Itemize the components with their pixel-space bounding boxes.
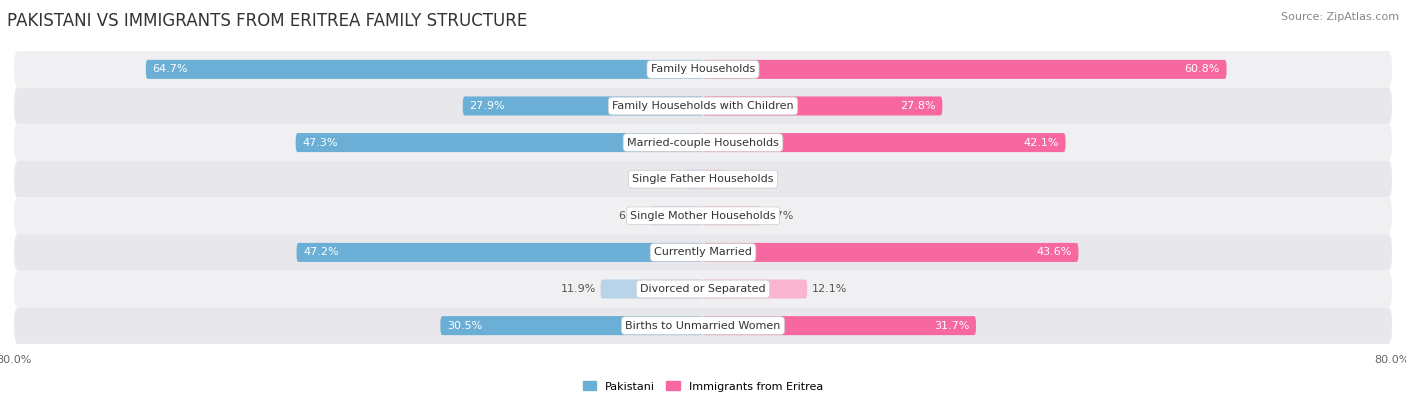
Text: 31.7%: 31.7% [934, 321, 969, 331]
FancyBboxPatch shape [703, 170, 724, 189]
FancyBboxPatch shape [703, 316, 976, 335]
FancyBboxPatch shape [683, 170, 703, 189]
Text: 6.7%: 6.7% [765, 211, 793, 221]
Text: 12.1%: 12.1% [811, 284, 846, 294]
Text: 60.8%: 60.8% [1184, 64, 1219, 74]
Text: 2.3%: 2.3% [651, 174, 679, 184]
Text: Married-couple Households: Married-couple Households [627, 137, 779, 148]
FancyBboxPatch shape [146, 60, 703, 79]
FancyBboxPatch shape [703, 206, 761, 225]
FancyBboxPatch shape [295, 133, 703, 152]
FancyBboxPatch shape [297, 243, 703, 262]
FancyBboxPatch shape [14, 161, 1392, 198]
FancyBboxPatch shape [14, 51, 1392, 88]
Text: Family Households: Family Households [651, 64, 755, 74]
FancyBboxPatch shape [703, 60, 1226, 79]
FancyBboxPatch shape [703, 280, 807, 299]
Text: 47.2%: 47.2% [304, 247, 339, 258]
FancyBboxPatch shape [703, 133, 1066, 152]
FancyBboxPatch shape [14, 198, 1392, 234]
FancyBboxPatch shape [14, 234, 1392, 271]
Text: Births to Unmarried Women: Births to Unmarried Women [626, 321, 780, 331]
Text: 2.5%: 2.5% [728, 174, 758, 184]
Text: Source: ZipAtlas.com: Source: ZipAtlas.com [1281, 12, 1399, 22]
Text: Single Mother Households: Single Mother Households [630, 211, 776, 221]
Text: 64.7%: 64.7% [153, 64, 188, 74]
Text: Family Households with Children: Family Households with Children [612, 101, 794, 111]
FancyBboxPatch shape [703, 96, 942, 115]
Text: 6.1%: 6.1% [617, 211, 647, 221]
FancyBboxPatch shape [440, 316, 703, 335]
Text: 27.9%: 27.9% [470, 101, 505, 111]
Text: 43.6%: 43.6% [1036, 247, 1071, 258]
Text: 47.3%: 47.3% [302, 137, 337, 148]
FancyBboxPatch shape [651, 206, 703, 225]
Legend: Pakistani, Immigrants from Eritrea: Pakistani, Immigrants from Eritrea [579, 377, 827, 395]
FancyBboxPatch shape [14, 124, 1392, 161]
Text: 27.8%: 27.8% [900, 101, 935, 111]
FancyBboxPatch shape [600, 280, 703, 299]
Text: 11.9%: 11.9% [561, 284, 596, 294]
Text: 30.5%: 30.5% [447, 321, 482, 331]
FancyBboxPatch shape [14, 271, 1392, 307]
FancyBboxPatch shape [14, 307, 1392, 344]
Text: PAKISTANI VS IMMIGRANTS FROM ERITREA FAMILY STRUCTURE: PAKISTANI VS IMMIGRANTS FROM ERITREA FAM… [7, 12, 527, 30]
FancyBboxPatch shape [703, 243, 1078, 262]
FancyBboxPatch shape [463, 96, 703, 115]
Text: Single Father Households: Single Father Households [633, 174, 773, 184]
Text: 42.1%: 42.1% [1024, 137, 1059, 148]
FancyBboxPatch shape [14, 88, 1392, 124]
Text: Divorced or Separated: Divorced or Separated [640, 284, 766, 294]
Text: Currently Married: Currently Married [654, 247, 752, 258]
